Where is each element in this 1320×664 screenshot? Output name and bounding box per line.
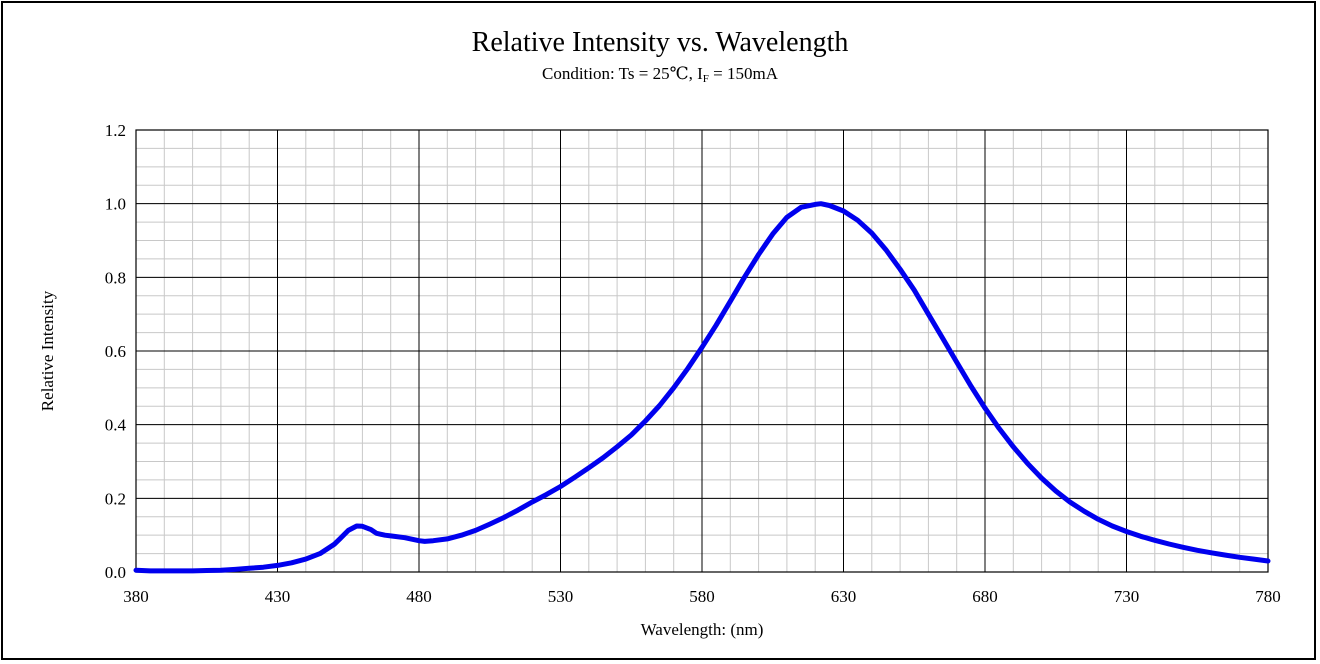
- subtitle-subscript: F: [702, 73, 709, 85]
- y-tick-label: 0.8: [105, 268, 126, 287]
- x-tick-label: 480: [406, 587, 432, 606]
- x-tick-label: 530: [548, 587, 574, 606]
- x-tick-label: 730: [1114, 587, 1140, 606]
- x-tick-label: 430: [265, 587, 291, 606]
- y-tick-label: 0.0: [105, 563, 126, 582]
- y-tick-label: 0.4: [105, 416, 127, 435]
- x-tick-label: 780: [1255, 587, 1281, 606]
- y-tick-label: 0.6: [105, 342, 126, 361]
- x-tick-labels: 380 430 480 530 580 630 680 730 780: [123, 587, 1281, 606]
- x-tick-label: 680: [972, 587, 998, 606]
- y-tick-label: 1.0: [105, 195, 126, 214]
- y-tick-labels: 0.0 0.2 0.4 0.6 0.8 1.0 1.2: [105, 121, 127, 582]
- chart-subtitle: Condition: Ts = 25℃, IF = 150mA: [0, 64, 1320, 89]
- x-tick-label: 580: [689, 587, 715, 606]
- y-tick-label: 1.2: [105, 121, 126, 140]
- subtitle-suffix: = 150mA: [708, 64, 778, 83]
- series-line: [133, 201, 1271, 574]
- x-axis-title: Wavelength: (nm): [641, 620, 764, 639]
- x-tick-label: 630: [831, 587, 857, 606]
- x-tick-label: 380: [123, 587, 149, 606]
- chart-title: Relative Intensity vs. Wavelength: [471, 27, 849, 58]
- y-axis-title: Relative Intensity: [38, 290, 57, 411]
- plot-area: [135, 129, 1269, 573]
- subtitle-prefix: Condition: Ts = 25℃, I: [542, 64, 703, 83]
- y-tick-label: 0.2: [105, 489, 126, 508]
